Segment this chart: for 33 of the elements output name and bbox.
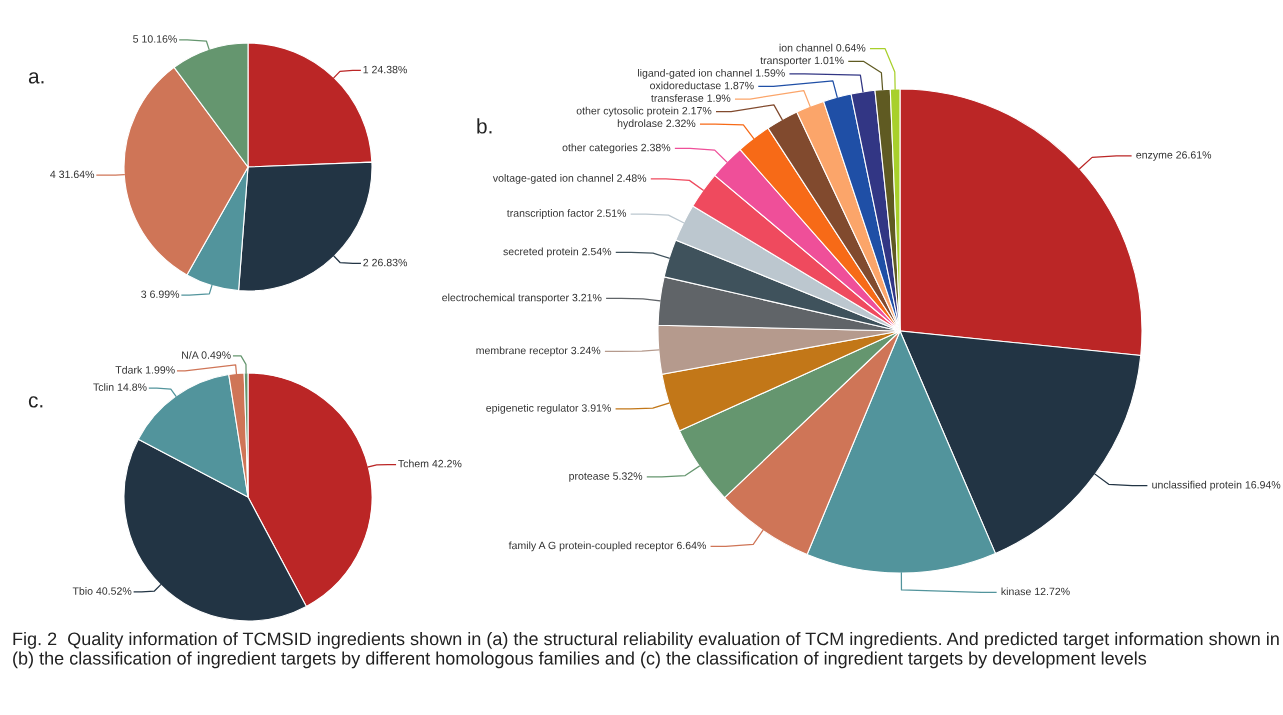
slice-label: kinase 12.72% xyxy=(1001,587,1070,596)
slice-label: 4 31.64% xyxy=(50,170,95,179)
slice-label: transferase 1.9% xyxy=(651,94,731,102)
text: a. xyxy=(28,72,44,84)
slice-label: Tdark 1.99% xyxy=(115,365,175,374)
slice-label: electrochemical transporter 3.21% xyxy=(442,293,602,304)
slice-label: Tchem 42.2% xyxy=(398,459,462,468)
slice-label: oxidoreductase 1.87% xyxy=(650,81,754,90)
slice-label: ligand-gated ion channel 1.59% xyxy=(638,68,785,79)
slice-label: other cytosolic protein 2.17% xyxy=(576,106,712,117)
text: b. xyxy=(477,118,492,134)
slice-label: enzyme 26.61% xyxy=(1136,151,1212,161)
slice-label: secreted protein 2.54% xyxy=(503,247,612,258)
slice-label: 3 6.99% xyxy=(141,290,180,298)
slice-label: transcription factor 2.51% xyxy=(506,209,627,219)
slice-label: 2 26.83% xyxy=(363,258,408,267)
slice-label: family A G protein-coupled receptor 6.64% xyxy=(508,541,706,552)
slice-label: Tbio 40.52% xyxy=(72,587,132,595)
slice-label: ion channel 0.64% xyxy=(779,43,866,52)
slice-label: Tclin 14.8% xyxy=(93,383,147,391)
slice-label: 5 10.16% xyxy=(133,35,177,43)
slice-label: epigenetic regulator 3.91% xyxy=(486,403,611,414)
slice-label: other categories 2.38% xyxy=(562,143,671,154)
slice-label: membrane receptor 3.24% xyxy=(476,346,601,357)
caption: Fig. 2 Quality information of TCMSID ingredients shown in (a) the structural reliability evaluation of TCM ingredients. And predicted target information shown in (b) the classification of ingredient targets by different homologous families and (c) the classification of ingredient targets by development levels xyxy=(13,632,1279,669)
text: c. xyxy=(28,396,43,408)
slice-label: hydrolase 2.32% xyxy=(617,119,696,130)
slice-label: N/A 0.49% xyxy=(182,351,231,359)
slice-label: 1 24.38% xyxy=(363,65,407,74)
slice-label: transporter 1.01% xyxy=(760,56,844,67)
slice-label: voltage-gated ion channel 2.48% xyxy=(492,174,647,184)
slice-label: protease 5.32% xyxy=(569,472,643,482)
slice-label: unclassified protein 16.94% xyxy=(1152,480,1281,491)
